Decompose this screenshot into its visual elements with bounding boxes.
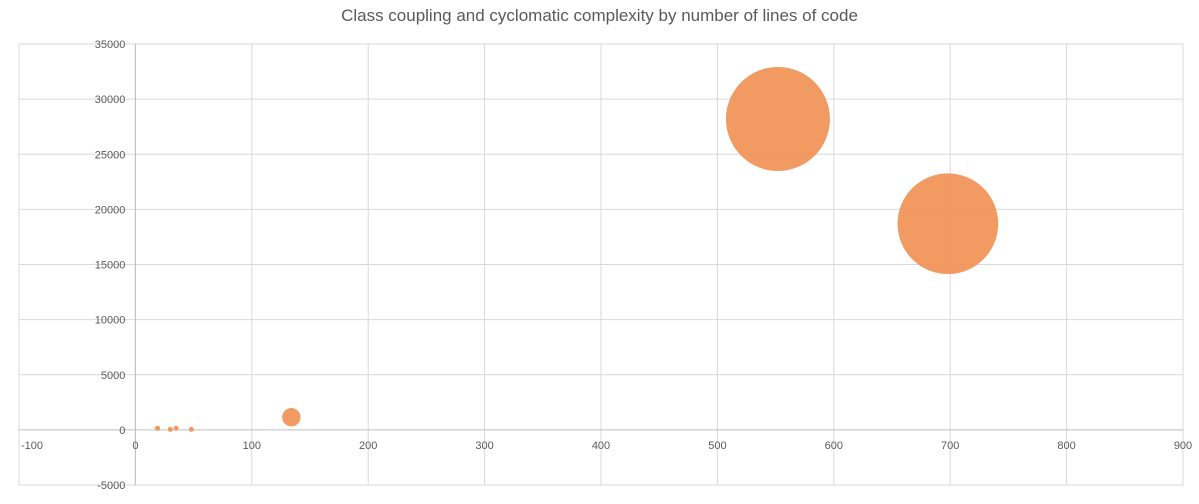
y-tick-label: 30000 bbox=[95, 94, 126, 106]
y-tick-label: 20000 bbox=[95, 204, 126, 216]
bubble-point[interactable] bbox=[188, 426, 194, 432]
tick-labels: -100 0 100 200 300 400 500 600 700 800 900 -5000 0 50… bbox=[21, 39, 1192, 492]
y-tick-label: 10000 bbox=[95, 315, 126, 327]
x-tick-label: 200 bbox=[359, 440, 377, 452]
y-tick-label: 15000 bbox=[95, 260, 126, 272]
chart-title: Class coupling and cyclomatic complexity… bbox=[341, 6, 858, 25]
bubble-point[interactable] bbox=[154, 425, 161, 431]
gridlines bbox=[18, 43, 1184, 486]
x-tick-label: 700 bbox=[941, 440, 959, 452]
x-tick-label: 300 bbox=[475, 440, 493, 452]
bubble-point[interactable] bbox=[725, 66, 830, 171]
bubble-point[interactable] bbox=[173, 425, 179, 431]
x-tick-label: 600 bbox=[825, 440, 843, 452]
x-tick-label: 800 bbox=[1057, 440, 1075, 452]
y-tick-label: 25000 bbox=[95, 149, 126, 161]
bubbles bbox=[154, 66, 999, 432]
y-tick-label: -5000 bbox=[97, 480, 125, 492]
bubble-point[interactable] bbox=[282, 408, 301, 427]
bubble-point[interactable] bbox=[167, 426, 173, 432]
x-tick-label: 0 bbox=[132, 440, 138, 452]
y-tick-label: 5000 bbox=[101, 370, 125, 382]
x-tick-label: 100 bbox=[243, 440, 261, 452]
x-tick-label: 900 bbox=[1174, 440, 1192, 452]
x-tick-label: -100 bbox=[21, 440, 43, 452]
y-tick-label: 35000 bbox=[95, 39, 126, 51]
y-tick-label: 0 bbox=[119, 425, 125, 437]
x-tick-label: 400 bbox=[592, 440, 610, 452]
bubble-point[interactable] bbox=[897, 173, 999, 275]
x-tick-label: 500 bbox=[708, 440, 726, 452]
